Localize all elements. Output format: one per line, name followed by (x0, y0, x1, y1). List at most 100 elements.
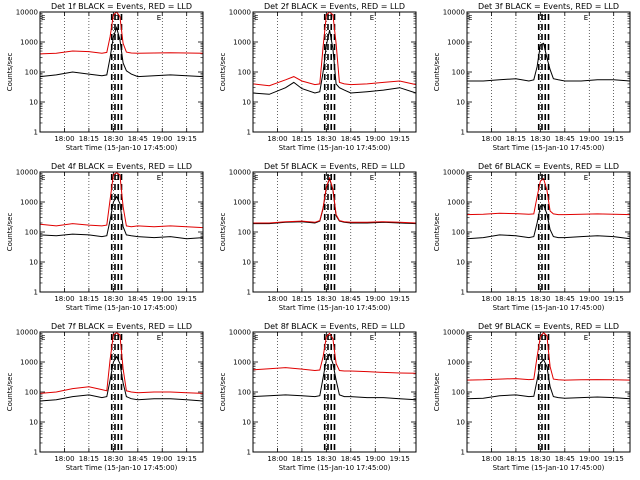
x-axis-label: Start Time (15-Jan-10 17:45:00) (493, 464, 605, 472)
series-line-lld (466, 331, 631, 381)
y-tick-label: 100 (25, 389, 38, 397)
y-tick-label: 1000 (447, 199, 465, 207)
y-axis-label: Counts/sec (219, 213, 227, 252)
series-line-events (39, 26, 204, 78)
y-tick-label: 100 (238, 389, 251, 397)
plot-frame (466, 171, 631, 293)
y-tick-label: 1000 (20, 359, 38, 367)
x-tick-label: 18:30 (103, 295, 123, 303)
y-tick-label: 10000 (229, 9, 251, 17)
x-tick-label: 18:45 (555, 455, 575, 463)
panel-title: Det 6f BLACK = Events, RED = LLD (478, 162, 619, 171)
marker-label: E (41, 174, 45, 182)
y-tick-label: 1 (461, 129, 465, 137)
x-tick-label: 18:00 (54, 135, 74, 143)
series-line-events (252, 29, 417, 95)
marker-label: E (584, 174, 588, 182)
panel-title: Det 8f BLACK = Events, RED = LLD (264, 322, 405, 331)
y-axis-label: Counts/sec (433, 373, 441, 412)
panel-title: Det 2f BLACK = Events, RED = LLD (264, 2, 405, 11)
x-tick-label: 18:15 (79, 455, 99, 463)
series-line-events (39, 195, 204, 240)
y-axis-label: Counts/sec (219, 373, 227, 412)
y-tick-label: 1000 (447, 39, 465, 47)
marker-label: E (157, 334, 161, 342)
y-tick-label: 100 (452, 229, 465, 237)
x-tick-label: 18:00 (267, 295, 287, 303)
x-axis-label: Start Time (15-Jan-10 17:45:00) (493, 304, 605, 312)
x-axis-label: Start Time (15-Jan-10 17:45:00) (493, 144, 605, 152)
x-tick-label: 19:15 (604, 295, 624, 303)
chart-panel-5: Det 5f BLACK = Events, RED = LLD 18:00 18:… (219, 162, 417, 312)
marker-label: C (327, 334, 332, 342)
x-tick-label: 19:00 (365, 135, 385, 143)
y-tick-label: 10000 (443, 329, 465, 337)
x-tick-label: 19:15 (604, 135, 624, 143)
y-tick-label: 10000 (16, 169, 38, 177)
x-tick-label: 18:15 (79, 135, 99, 143)
series-line-lld (466, 177, 631, 216)
x-tick-label: 19:00 (579, 455, 599, 463)
x-tick-label: 19:15 (390, 455, 410, 463)
y-tick-label: 10 (29, 99, 38, 107)
marker-label: E (370, 14, 374, 22)
x-tick-label: 19:15 (177, 295, 197, 303)
marker-label: E (468, 334, 472, 342)
x-tick-label: 18:30 (530, 455, 550, 463)
x-tick-label: 18:15 (79, 295, 99, 303)
plot-frame (39, 11, 204, 133)
marker-label: E (254, 14, 258, 22)
x-tick-label: 18:45 (555, 295, 575, 303)
y-tick-label: 100 (25, 69, 38, 77)
marker-label: E (254, 174, 258, 182)
y-axis-label: Counts/sec (219, 53, 227, 92)
chart-panel-4: Det 4f BLACK = Events, RED = LLD 18:00 18:… (6, 162, 204, 312)
y-tick-label: 10000 (229, 329, 251, 337)
x-tick-label: 19:15 (177, 455, 197, 463)
chart-panel-6: Det 6f BLACK = Events, RED = LLD 18:00 18:… (433, 162, 631, 312)
plot-frame (252, 331, 417, 453)
y-tick-label: 10000 (16, 329, 38, 337)
series-line-events (466, 204, 631, 240)
marker-label: C (327, 14, 332, 22)
chart-panel-1: Det 1f BLACK = Events, RED = LLD 18:00 18:… (6, 2, 204, 152)
x-axis-label: Start Time (15-Jan-10 17:45:00) (66, 464, 178, 472)
marker-label: C (541, 334, 546, 342)
x-tick-label: 18:30 (530, 135, 550, 143)
x-tick-label: 18:00 (54, 455, 74, 463)
x-tick-label: 18:15 (292, 295, 312, 303)
x-tick-label: 18:00 (54, 295, 74, 303)
marker-label: E (41, 14, 45, 22)
series-line-events (252, 353, 417, 401)
marker-label: E (157, 14, 161, 22)
x-tick-label: 18:45 (128, 295, 148, 303)
x-tick-label: 18:45 (128, 455, 148, 463)
x-tick-label: 19:15 (177, 135, 197, 143)
y-tick-label: 1 (34, 129, 38, 137)
marker-label: E (584, 334, 588, 342)
y-tick-label: 1 (461, 289, 465, 297)
y-tick-label: 100 (452, 389, 465, 397)
x-tick-label: 18:45 (555, 135, 575, 143)
marker-label: E (370, 334, 374, 342)
series-line-lld (39, 172, 204, 229)
x-tick-label: 19:00 (152, 135, 172, 143)
y-axis-label: Counts/sec (6, 213, 14, 252)
x-tick-label: 18:30 (316, 295, 336, 303)
x-tick-label: 19:00 (579, 135, 599, 143)
y-tick-label: 10000 (443, 169, 465, 177)
x-tick-label: 18:15 (292, 455, 312, 463)
y-tick-label: 1 (247, 129, 251, 137)
y-tick-label: 10 (456, 99, 465, 107)
y-tick-label: 10 (242, 99, 251, 107)
y-tick-label: 10 (456, 419, 465, 427)
plot-frame (466, 331, 631, 453)
y-tick-label: 100 (238, 69, 251, 77)
chart-panel-3: Det 3f BLACK = Events, RED = LLD 18:00 18:… (433, 2, 631, 152)
y-axis-label: Counts/sec (433, 53, 441, 92)
series-line-events (467, 42, 631, 82)
x-tick-label: 18:30 (103, 455, 123, 463)
x-tick-label: 19:00 (152, 295, 172, 303)
y-tick-label: 10000 (443, 9, 465, 17)
x-tick-label: 18:45 (128, 135, 148, 143)
